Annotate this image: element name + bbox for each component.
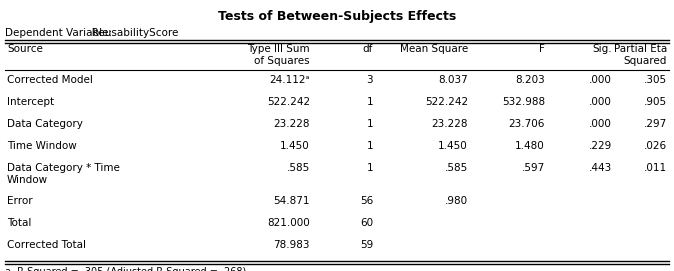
Text: .229: .229 [589, 141, 612, 151]
Text: 60: 60 [360, 218, 373, 228]
Text: Mean Square: Mean Square [400, 44, 468, 54]
Text: 1: 1 [367, 97, 373, 107]
Text: Data Category: Data Category [7, 119, 83, 129]
Text: 1: 1 [367, 119, 373, 129]
Text: Partial Eta
Squared: Partial Eta Squared [614, 44, 667, 66]
Text: Sig.: Sig. [592, 44, 612, 54]
Text: 23.228: 23.228 [431, 119, 468, 129]
Text: Total: Total [7, 218, 32, 228]
Text: .597: .597 [522, 163, 545, 173]
Text: 532.988: 532.988 [502, 97, 545, 107]
Text: a. R Squared = .305 (Adjusted R Squared = .268): a. R Squared = .305 (Adjusted R Squared … [5, 267, 246, 271]
Text: 23.228: 23.228 [274, 119, 310, 129]
Text: 8.037: 8.037 [438, 75, 468, 85]
Text: 1: 1 [367, 163, 373, 173]
Text: df: df [363, 44, 373, 54]
Text: .585: .585 [286, 163, 310, 173]
Text: 59: 59 [360, 240, 373, 250]
Text: .905: .905 [644, 97, 667, 107]
Text: Data Category * Time
Window: Data Category * Time Window [7, 163, 120, 185]
Text: 522.242: 522.242 [267, 97, 310, 107]
Text: .000: .000 [589, 119, 612, 129]
Text: 1.480: 1.480 [515, 141, 545, 151]
Text: .980: .980 [445, 196, 468, 206]
Text: F: F [539, 44, 545, 54]
Text: 522.242: 522.242 [425, 97, 468, 107]
Text: .011: .011 [644, 163, 667, 173]
Text: Time Window: Time Window [7, 141, 77, 151]
Text: .297: .297 [644, 119, 667, 129]
Text: .585: .585 [445, 163, 468, 173]
Text: 821.000: 821.000 [268, 218, 310, 228]
Text: .000: .000 [589, 75, 612, 85]
Text: ReusabilityScore: ReusabilityScore [82, 28, 179, 38]
Text: 78.983: 78.983 [274, 240, 310, 250]
Text: Intercept: Intercept [7, 97, 54, 107]
Text: Dependent Variable:: Dependent Variable: [5, 28, 112, 38]
Text: 1.450: 1.450 [438, 141, 468, 151]
Text: Source: Source [7, 44, 43, 54]
Text: Corrected Total: Corrected Total [7, 240, 86, 250]
Text: .026: .026 [644, 141, 667, 151]
Text: 54.871: 54.871 [274, 196, 310, 206]
Text: .443: .443 [589, 163, 612, 173]
Text: Tests of Between-Subjects Effects: Tests of Between-Subjects Effects [218, 10, 456, 23]
Text: 23.706: 23.706 [509, 119, 545, 129]
Text: Type III Sum
of Squares: Type III Sum of Squares [247, 44, 310, 66]
Text: .000: .000 [589, 97, 612, 107]
Text: Error: Error [7, 196, 32, 206]
Text: 1: 1 [367, 141, 373, 151]
Text: .305: .305 [644, 75, 667, 85]
Text: 24.112ᵃ: 24.112ᵃ [270, 75, 310, 85]
Text: 1.450: 1.450 [280, 141, 310, 151]
Text: 8.203: 8.203 [515, 75, 545, 85]
Text: 56: 56 [360, 196, 373, 206]
Text: Corrected Model: Corrected Model [7, 75, 93, 85]
Text: 3: 3 [367, 75, 373, 85]
